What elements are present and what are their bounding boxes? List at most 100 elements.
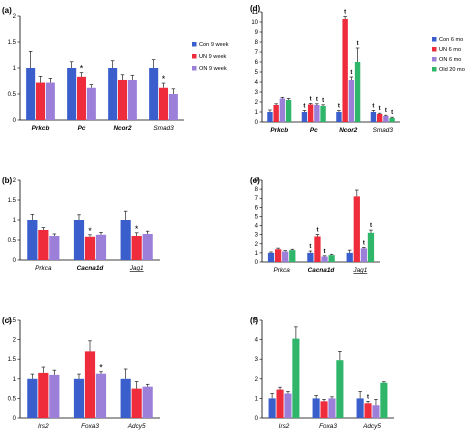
chart-panel-6: (f) 0 1 2 3 4 5 Irs2 Foxa3 t Adcy5: [250, 316, 394, 430]
legend-swatch: [192, 42, 197, 47]
panel-label: (d): [250, 4, 261, 13]
y-tick-label: 1: [13, 377, 17, 383]
bar: [117, 79, 128, 120]
legend-swatch: [432, 37, 437, 42]
bar: [35, 82, 46, 120]
bar: [108, 68, 118, 120]
bar: [320, 401, 328, 418]
bar: [289, 250, 296, 262]
significance-mark: t: [370, 223, 372, 229]
y-tick-label: 5: [255, 318, 259, 324]
y-tick-label: 1: [255, 251, 259, 257]
bar: [26, 68, 36, 120]
y-tick-label: 0.5: [8, 238, 17, 244]
bar: [348, 80, 355, 122]
y-tick-label: 7: [255, 50, 259, 56]
category-label: Prkcb: [32, 125, 50, 132]
bar: [276, 389, 284, 418]
bar: [38, 372, 49, 418]
bar: [120, 378, 131, 418]
y-tick-label: 9: [255, 178, 259, 184]
legend-entry: ON 9 week: [199, 66, 227, 72]
y-tick-label: 6: [255, 205, 259, 211]
bar: [27, 220, 38, 260]
legend: Con 9 week UN 9 week ON 9 week: [192, 42, 229, 72]
bar: [76, 76, 87, 120]
legend-swatch: [192, 66, 197, 71]
bar: [84, 236, 96, 260]
chart-panel-5: (e) 0 1 2 3 4 5 6 7 8 9 Prkca t t t Cacna1d t t Jag1: [250, 176, 380, 274]
significance-mark: t: [367, 394, 369, 400]
bar: [267, 112, 273, 122]
y-tick-label: 1: [255, 396, 259, 402]
bar: [282, 251, 289, 262]
category-label: Ncor2: [339, 127, 358, 134]
bar: [370, 112, 377, 122]
y-tick-label: 3: [255, 233, 259, 239]
category-label: Adcy5: [127, 423, 146, 430]
bar: [336, 360, 344, 418]
y-tick-label: 1.5: [8, 357, 17, 363]
bar: [49, 374, 60, 418]
chart-panel-1: (a) 0 0.5 1 1.5 2 Prkcb * Pc Ncor2 * Smad3 Con 9 wee…: [2, 6, 229, 132]
significance-mark: t: [357, 41, 359, 47]
bar: [380, 382, 388, 418]
legend-entry: UN 6 mo: [439, 47, 461, 53]
y-tick-label: 2.5: [8, 318, 17, 324]
y-tick-label: 10: [251, 20, 258, 26]
bar: [367, 232, 375, 262]
legend-entry: Con 6 mo: [439, 37, 463, 43]
bar: [360, 248, 368, 262]
bar: [320, 106, 326, 122]
y-tick-label: 0: [255, 416, 259, 422]
category-label: Pc: [310, 127, 318, 134]
y-tick-label: 1: [255, 110, 259, 116]
y-tick-label: 0: [255, 260, 259, 266]
significance-mark: t: [316, 97, 318, 103]
category-label: Ncor2: [113, 125, 132, 132]
significance-mark: t: [316, 227, 318, 233]
significance-mark: *: [99, 363, 103, 373]
y-tick-label: 0: [13, 258, 17, 264]
y-tick-label: 0: [13, 416, 17, 422]
legend-entry: ON 6 mo: [439, 57, 461, 63]
y-tick-label: 7: [255, 196, 259, 202]
y-tick-label: 2: [13, 338, 17, 344]
category-label: Irs2: [279, 423, 290, 430]
bar: [27, 378, 38, 418]
panel-label: (a): [2, 6, 12, 15]
bar: [321, 256, 328, 262]
y-tick-label: 0: [13, 118, 17, 124]
significance-mark: t: [338, 104, 340, 110]
category-label: Pc: [78, 125, 86, 132]
bar: [314, 105, 320, 122]
bar: [268, 398, 276, 418]
bar: [131, 236, 142, 260]
bar: [142, 386, 153, 418]
bar: [120, 220, 131, 260]
y-tick-label: 1: [13, 218, 17, 224]
bar: [353, 196, 360, 262]
bar: [38, 230, 49, 260]
bar: [131, 388, 142, 418]
bar: [376, 114, 383, 122]
bar: [346, 252, 353, 262]
y-tick-label: 2: [255, 242, 259, 248]
bar: [389, 118, 395, 122]
significance-mark: *: [80, 64, 84, 74]
y-tick-label: 4: [255, 80, 259, 86]
y-tick-label: 0: [255, 120, 259, 126]
bar: [86, 87, 96, 120]
significance-mark: t: [350, 70, 352, 76]
y-tick-label: 2: [13, 178, 17, 184]
legend-swatch: [432, 67, 437, 72]
bar: [312, 398, 320, 418]
bar: [95, 373, 107, 418]
panel-label: (b): [2, 176, 13, 185]
bar: [273, 105, 279, 122]
bar: [328, 398, 336, 418]
bar: [383, 116, 389, 122]
bar: [274, 249, 282, 262]
